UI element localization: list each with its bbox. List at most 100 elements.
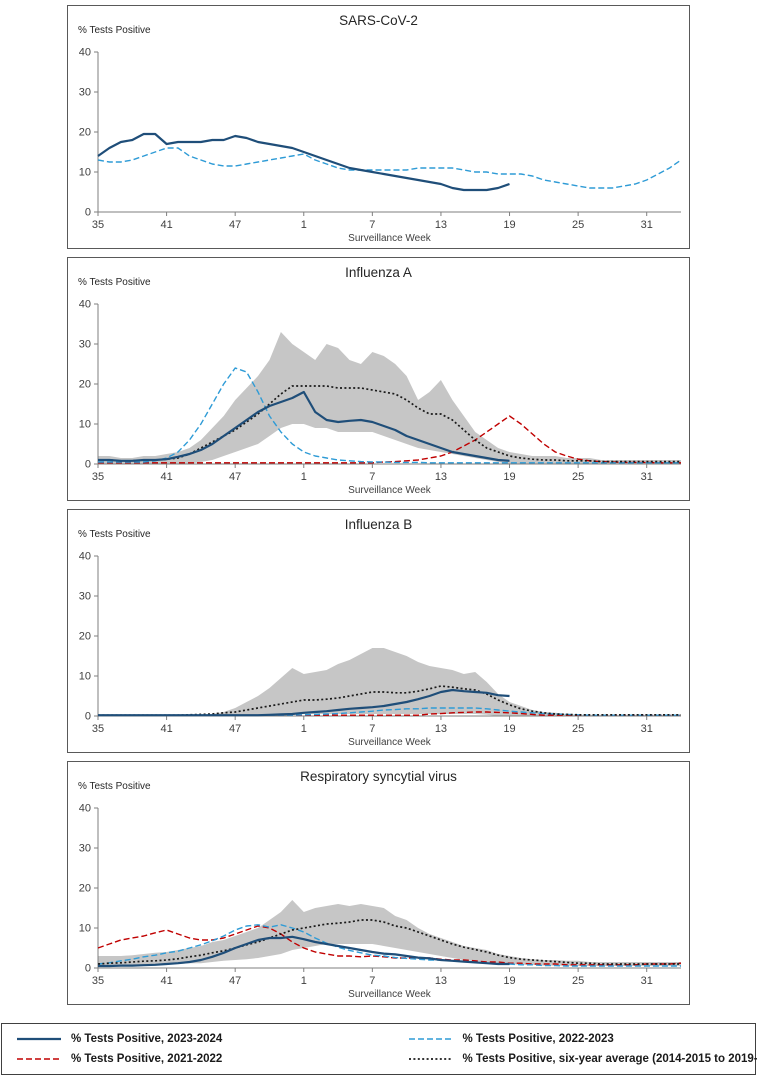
x-tick-label: 31: [641, 219, 653, 231]
tick-labels: 0 10 20 30 40 35 41 47 1 7 13 19 25 31: [79, 47, 653, 232]
y-tick-label: 10: [79, 167, 91, 179]
chart-title: Respiratory syncytial virus: [300, 769, 457, 784]
legend: % Tests Positive, 2023-2024 % Tests Posi…: [1, 1023, 757, 1075]
series-line: [98, 707, 681, 716]
axes: [94, 51, 681, 216]
chart-panel-influenza-b: 0 10 20 30 40 35 41 47 1 7 13 19 25 31 Influenza B % Te…: [67, 509, 690, 753]
x-tick-label: 7: [369, 471, 375, 483]
y-axis-title: % Tests Positive: [78, 529, 151, 540]
chart-panel-sars-cov-2: 0 10 20 30 40 35 41 47 1 7 13 19 25 31 SARS-CoV-2 % Tes…: [67, 5, 690, 249]
x-tick-label: 7: [369, 723, 375, 735]
y-tick-label: 30: [79, 591, 91, 603]
y-tick-label: 40: [79, 47, 91, 59]
line-swatch-2021-2022-icon: [17, 1058, 61, 1060]
x-tick-label: 7: [369, 975, 375, 987]
x-axis-title: Surveillance Week: [348, 989, 432, 1000]
x-tick-label: 19: [503, 471, 515, 483]
legend-label-2022-2023: % Tests Positive, 2022-2023: [462, 1033, 614, 1045]
chart-sars-cov-2: 0 10 20 30 40 35 41 47 1 7 13 19 25 31 SARS-CoV-2 % Tes…: [78, 13, 682, 244]
legend-item-2023-2024: % Tests Positive, 2023-2024: [16, 1033, 408, 1045]
line-swatch-2023-2024-icon: [17, 1037, 61, 1041]
x-tick-label: 19: [503, 723, 515, 735]
legend-item-six-year-average: % Tests Positive, six-year average (2014…: [408, 1053, 757, 1065]
y-tick-label: 0: [85, 963, 91, 975]
y-axis-title: % Tests Positive: [78, 781, 151, 792]
y-tick-label: 30: [79, 843, 91, 855]
y-axis-title: % Tests Positive: [78, 25, 151, 36]
legend-label-2023-2024: % Tests Positive, 2023-2024: [71, 1033, 223, 1045]
line-swatch-2022-2023-icon: [408, 1038, 453, 1040]
x-axis-title: Surveillance Week: [348, 233, 432, 244]
x-tick-label: 41: [160, 471, 172, 483]
chart-panel-influenza-a: 0 10 20 30 40 35 41 47 1 7 13 19 25 31 Influenza A % Te…: [67, 257, 690, 501]
y-tick-label: 0: [85, 711, 91, 723]
x-tick-label: 1: [301, 723, 307, 735]
x-tick-label: 47: [229, 975, 241, 987]
x-tick-label: 7: [369, 219, 375, 231]
x-tick-label: 31: [641, 471, 653, 483]
x-tick-label: 25: [572, 471, 584, 483]
chart-panel-rsv: 0 10 20 30 40 35 41 47 1 7 13 19 25 31 Respiratory syn…: [67, 761, 690, 1005]
x-tick-label: 35: [92, 471, 104, 483]
legend-label-2021-2022: % Tests Positive, 2021-2022: [71, 1053, 223, 1065]
y-tick-label: 20: [79, 631, 91, 643]
y-tick-label: 10: [79, 923, 91, 935]
y-tick-label: 0: [85, 207, 91, 219]
minmax-band: [98, 648, 681, 716]
tick-labels: 0 10 20 30 40 35 41 47 1 7 13 19 25 31: [79, 299, 653, 484]
x-tick-label: 25: [572, 975, 584, 987]
x-axis-title: Surveillance Week: [348, 737, 432, 748]
series-line: [97, 924, 681, 967]
series-line: [97, 925, 682, 966]
tick-labels: 0 10 20 30 40 35 41 47 1 7 13 19 25 31: [79, 551, 653, 736]
legend-label-six-year-average: % Tests Positive, six-year average (2014…: [462, 1053, 757, 1065]
x-tick-label: 19: [503, 975, 515, 987]
line-swatch-six-year-average-icon: [408, 1058, 453, 1060]
y-axis-title: % Tests Positive: [78, 277, 151, 288]
y-tick-label: 40: [79, 299, 91, 311]
series-line: [98, 688, 510, 717]
minmax-band: [98, 900, 681, 966]
y-tick-label: 10: [79, 419, 91, 431]
series-line: [98, 935, 510, 968]
series-line: [98, 390, 510, 462]
chart-title: Influenza B: [345, 517, 413, 532]
y-tick-label: 10: [79, 671, 91, 683]
axes: [94, 303, 681, 468]
chart-title: SARS-CoV-2: [339, 13, 418, 28]
x-tick-label: 13: [435, 471, 447, 483]
x-tick-label: 13: [435, 219, 447, 231]
series-line: [97, 919, 681, 965]
x-tick-label: 47: [229, 219, 241, 231]
x-tick-label: 35: [92, 723, 104, 735]
y-tick-label: 40: [79, 551, 91, 563]
chart-panels: 0 10 20 30 40 35 41 47 1 7 13 19 25 31 SARS-CoV-2% Tes…: [67, 0, 690, 1005]
y-tick-label: 40: [79, 803, 91, 815]
axes: [94, 807, 681, 972]
chart-influenza-b: 0 10 20 30 40 35 41 47 1 7 13 19 25 31 Influenza B % Te…: [78, 517, 681, 748]
y-tick-label: 20: [79, 379, 91, 391]
legend-item-2022-2023: % Tests Positive, 2022-2023: [408, 1033, 742, 1045]
x-tick-label: 13: [435, 723, 447, 735]
x-tick-label: 47: [229, 723, 241, 735]
x-tick-label: 41: [160, 975, 172, 987]
x-tick-label: 31: [641, 723, 653, 735]
x-tick-label: 41: [160, 723, 172, 735]
y-tick-label: 30: [79, 339, 91, 351]
x-tick-label: 1: [301, 471, 307, 483]
x-tick-label: 35: [92, 219, 104, 231]
x-tick-label: 13: [435, 975, 447, 987]
series-line: [98, 367, 681, 464]
x-tick-label: 1: [301, 219, 307, 231]
legend-item-2021-2022: % Tests Positive, 2021-2022: [16, 1053, 408, 1065]
series-line: [97, 132, 510, 192]
x-tick-label: 31: [641, 975, 653, 987]
x-tick-label: 35: [92, 975, 104, 987]
series-line: [97, 147, 682, 189]
y-tick-label: 0: [85, 459, 91, 471]
x-tick-label: 25: [572, 219, 584, 231]
minmax-band: [98, 332, 681, 464]
x-tick-label: 19: [503, 219, 515, 231]
chart-rsv: 0 10 20 30 40 35 41 47 1 7 13 19 25 31 Respiratory syn…: [78, 769, 682, 1000]
